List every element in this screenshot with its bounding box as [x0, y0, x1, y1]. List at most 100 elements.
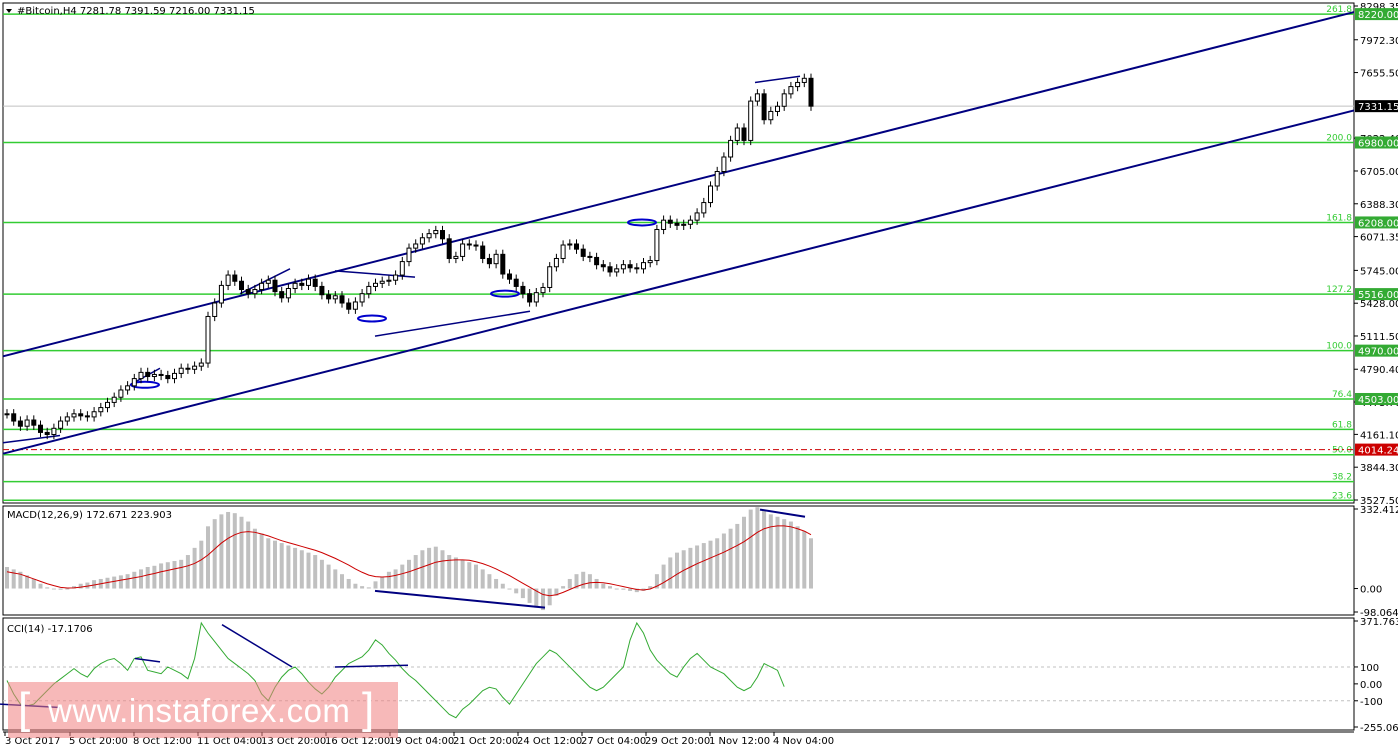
price-y-tick-label: 5111.50: [1360, 332, 1398, 343]
candle-body: [674, 222, 680, 226]
macd-histogram-bar: [239, 516, 244, 589]
candle-body: [594, 256, 600, 266]
candle-body: [151, 373, 157, 378]
macd-histogram-bar: [809, 538, 813, 589]
candle-body: [51, 427, 57, 436]
macd-histogram-bar: [567, 578, 572, 589]
macd-histogram-bar: [507, 588, 512, 590]
candle-body: [172, 372, 177, 380]
candle-body: [754, 93, 760, 102]
candle-body: [734, 127, 740, 141]
candle-body: [607, 266, 613, 273]
fib-level-label: 38.2: [1332, 473, 1352, 483]
macd-panel-title: MACD(12,26,9) 172.671 223.903: [7, 510, 172, 521]
candle-body: [661, 219, 667, 230]
price-y-tick-label: 7655.50: [1360, 69, 1398, 80]
macd-histogram-bar: [440, 550, 445, 589]
macd-histogram-bar: [520, 588, 525, 599]
macd-histogram-bar: [212, 519, 217, 589]
fib-price-label-bg: [1355, 344, 1398, 357]
cci-y-tick-label: -100: [1360, 697, 1383, 708]
candle-body: [547, 266, 553, 288]
macd-histogram-bar: [742, 516, 746, 589]
candle-body: [339, 295, 345, 304]
x-tick-label: 13 Oct 20:00: [261, 736, 326, 747]
macd-histogram-bar: [782, 519, 787, 589]
fib-level-label: 76.4: [1332, 390, 1352, 400]
macd-histogram-bar: [453, 557, 458, 589]
candle-body: [212, 302, 218, 317]
candle-body: [111, 396, 117, 403]
candle-body: [218, 284, 224, 304]
candle-body: [493, 253, 499, 265]
pattern-line: [334, 270, 416, 278]
channel-upper-line: [2, 11, 1355, 358]
candle-body: [285, 288, 291, 299]
candle-body: [98, 407, 104, 413]
watermark-left-bracket: [: [18, 684, 31, 733]
macd-histogram-bar: [393, 569, 398, 589]
candle-body: [232, 274, 238, 282]
current-price-label-bg: [1355, 100, 1398, 113]
x-tick-label: 5 Oct 20:00: [69, 736, 128, 747]
current-price-label: 7331.15: [1358, 102, 1398, 113]
candle-body: [346, 302, 352, 310]
price-y-tick-label: 5428.00: [1360, 299, 1398, 310]
candle-body: [366, 285, 372, 295]
price-panel-frame: [2, 2, 1355, 504]
pattern-line: [2, 434, 61, 444]
cci-y-tick-label: 100: [1360, 663, 1379, 674]
candle-body: [399, 261, 405, 276]
candle-body: [587, 255, 593, 258]
pattern-ellipse: [130, 380, 160, 389]
candle-body: [775, 105, 780, 112]
macd-histogram-bar: [246, 521, 251, 589]
macd-histogram-bar: [755, 507, 760, 589]
cci-y-tick-label: 0.00: [1360, 680, 1382, 691]
macd-histogram-bar: [313, 555, 318, 589]
macd-histogram-bar: [132, 571, 137, 589]
macd-histogram-bar: [500, 583, 505, 589]
macd-histogram-bar: [112, 576, 117, 589]
macd-signal-line: [6, 525, 812, 597]
fib-price-label-bg: [1355, 288, 1398, 301]
macd-histogram-bar: [460, 559, 465, 589]
candle-body: [58, 420, 64, 429]
macd-histogram-bar: [11, 569, 16, 589]
candle-body: [453, 255, 459, 259]
candle-body: [540, 286, 546, 294]
macd-histogram-bar: [51, 588, 56, 590]
x-tick-label: 19 Oct 04:00: [389, 736, 454, 747]
fib-price-label: 4503.00: [1358, 395, 1398, 406]
macd-histogram-bar: [206, 526, 210, 589]
candle-body: [687, 219, 693, 225]
fib-price-label: 4970.00: [1358, 347, 1398, 358]
macd-histogram-bar: [360, 586, 365, 589]
candle-body: [185, 367, 191, 370]
candle-body: [553, 257, 559, 268]
price-y-tick-label: 5745.00: [1360, 266, 1398, 277]
candle-body: [125, 385, 131, 391]
candle-body: [38, 424, 43, 433]
macd-histogram-bar: [18, 571, 23, 589]
candle-body: [192, 365, 198, 370]
candle-body: [614, 268, 620, 273]
macd-histogram-bar: [715, 538, 720, 589]
candle-body: [486, 257, 492, 265]
fib-price-label-bg: [1355, 392, 1398, 405]
candle-body: [580, 248, 586, 257]
candle-body: [466, 243, 472, 246]
x-tick-label: 8 Oct 12:00: [133, 736, 192, 747]
macd-histogram-bar: [65, 588, 70, 590]
candle-body: [801, 77, 807, 83]
fib-level-label: 127.2: [1326, 285, 1352, 295]
macd-histogram-bar: [762, 509, 767, 589]
macd-histogram-bar: [152, 565, 157, 589]
candle-body: [24, 419, 30, 427]
candle-body: [71, 413, 77, 418]
macd-histogram-bar: [159, 563, 164, 589]
x-tick-label: 29 Oct 20:00: [645, 736, 710, 747]
macd-histogram-bar: [333, 569, 338, 589]
pattern-ellipse: [490, 289, 520, 298]
macd-histogram-bar: [608, 586, 612, 589]
